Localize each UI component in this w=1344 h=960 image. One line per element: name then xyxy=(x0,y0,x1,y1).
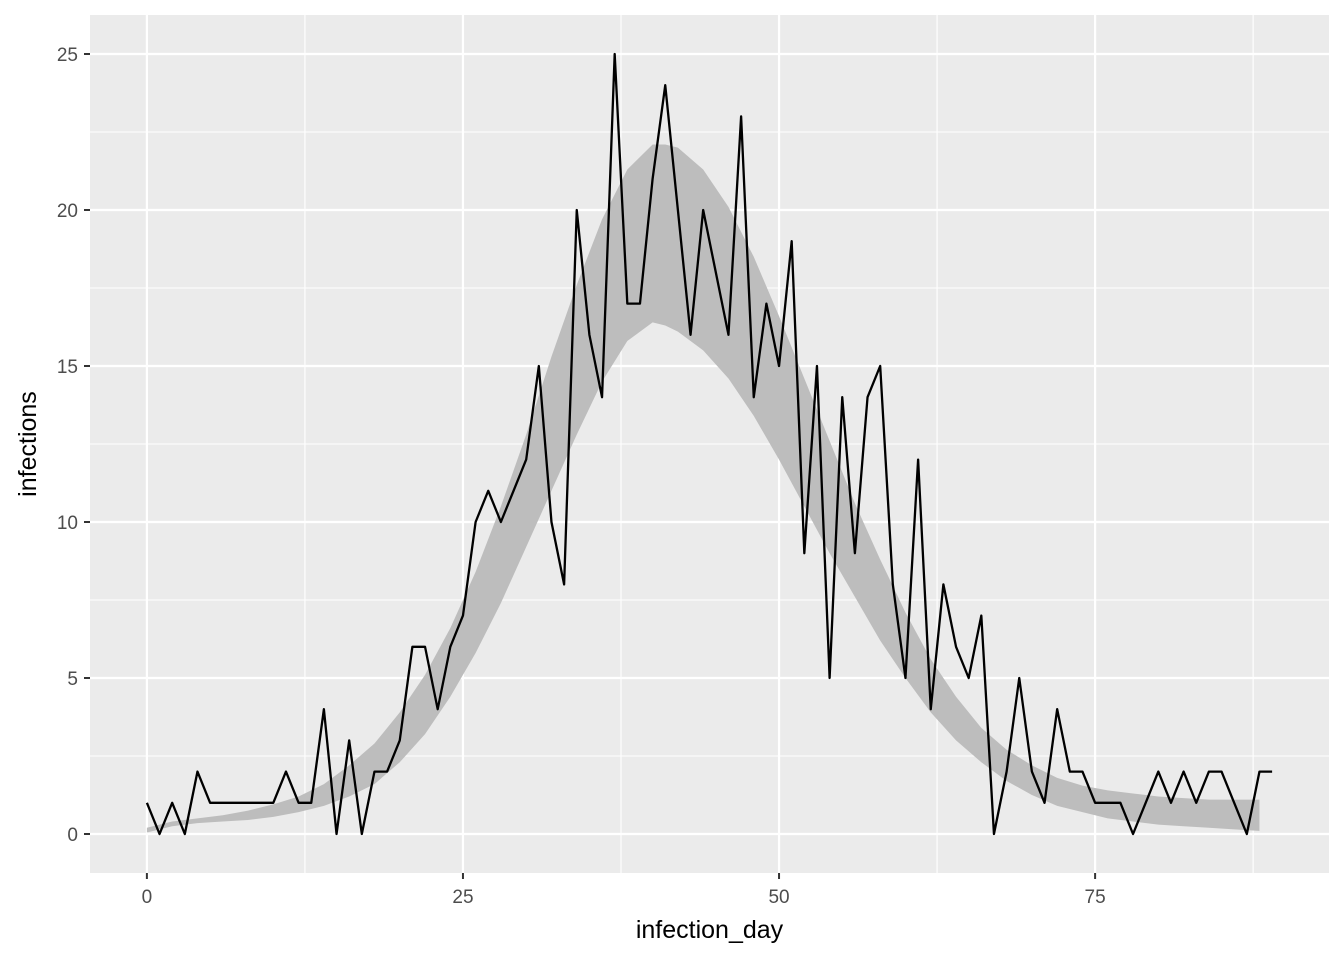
series-line xyxy=(145,52,1273,836)
x-tick-label: 75 xyxy=(1085,887,1106,908)
x-tick-label: 50 xyxy=(768,887,789,908)
series-ribbon xyxy=(146,144,1260,833)
x-tick-label: 0 xyxy=(142,887,153,908)
y-tick-label: 0 xyxy=(67,825,78,846)
x-tick-label: 25 xyxy=(452,887,473,908)
grid-minor xyxy=(90,15,1329,873)
x-axis: 0 25 50 75 xyxy=(142,873,1106,908)
y-tick-label: 25 xyxy=(57,45,78,66)
y-axis-title: infections xyxy=(14,391,42,497)
ribbon-layer xyxy=(146,144,1260,833)
y-tick-label: 15 xyxy=(57,357,78,378)
y-tick-label: 5 xyxy=(67,669,78,690)
y-axis: 0 5 10 15 20 25 xyxy=(57,45,90,846)
line-layer xyxy=(145,52,1273,836)
y-tick-label: 20 xyxy=(57,201,78,222)
y-tick-label: 10 xyxy=(57,513,78,534)
grid-major xyxy=(90,15,1329,873)
x-axis-title: infection_day xyxy=(636,916,784,944)
